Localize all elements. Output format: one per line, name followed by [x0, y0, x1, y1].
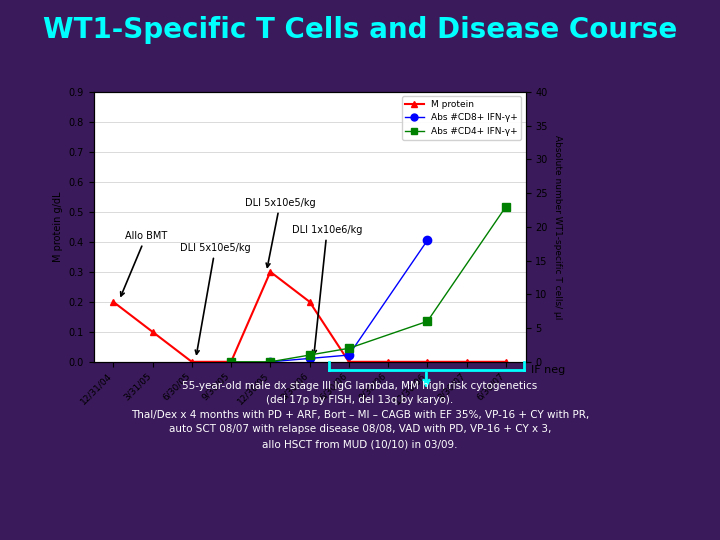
- Text: DLI 5x10e5/kg: DLI 5x10e5/kg: [180, 243, 251, 354]
- Text: 55-year-old male dx stage III IgG lambda, MM high risk cytogenetics: 55-year-old male dx stage III IgG lambda…: [182, 381, 538, 391]
- Y-axis label: M protein g/dL: M protein g/dL: [53, 192, 63, 262]
- Text: allo HSCT from MUD (10/10) in 03/09.: allo HSCT from MUD (10/10) in 03/09.: [262, 439, 458, 449]
- Text: DLI 5x10e5/kg: DLI 5x10e5/kg: [245, 198, 315, 267]
- Text: Thal/Dex x 4 months with PD + ARF, Bort – MI – CAGB with EF 35%, VP-16 + CY with: Thal/Dex x 4 months with PD + ARF, Bort …: [131, 410, 589, 420]
- Text: (del 17p by FISH, del 13q by karyo).: (del 17p by FISH, del 13q by karyo).: [266, 395, 454, 406]
- Legend: M protein, Abs #CD8+ IFN-γ+, Abs #CD4+ IFN-γ+: M protein, Abs #CD8+ IFN-γ+, Abs #CD4+ I…: [402, 96, 521, 139]
- Text: auto SCT 08/07 with relapse disease 08/08, VAD with PD, VP-16 + CY x 3,: auto SCT 08/07 with relapse disease 08/0…: [168, 424, 552, 435]
- Text: WT1-Specific T Cells and Disease Course: WT1-Specific T Cells and Disease Course: [43, 16, 677, 44]
- Text: Allo BMT: Allo BMT: [121, 231, 167, 296]
- Y-axis label: Absolute number WT1-specific T cells/ μl: Absolute number WT1-specific T cells/ μl: [553, 134, 562, 319]
- Text: DLI 1x10e6/kg: DLI 1x10e6/kg: [292, 225, 362, 354]
- Text: IF neg: IF neg: [531, 365, 565, 375]
